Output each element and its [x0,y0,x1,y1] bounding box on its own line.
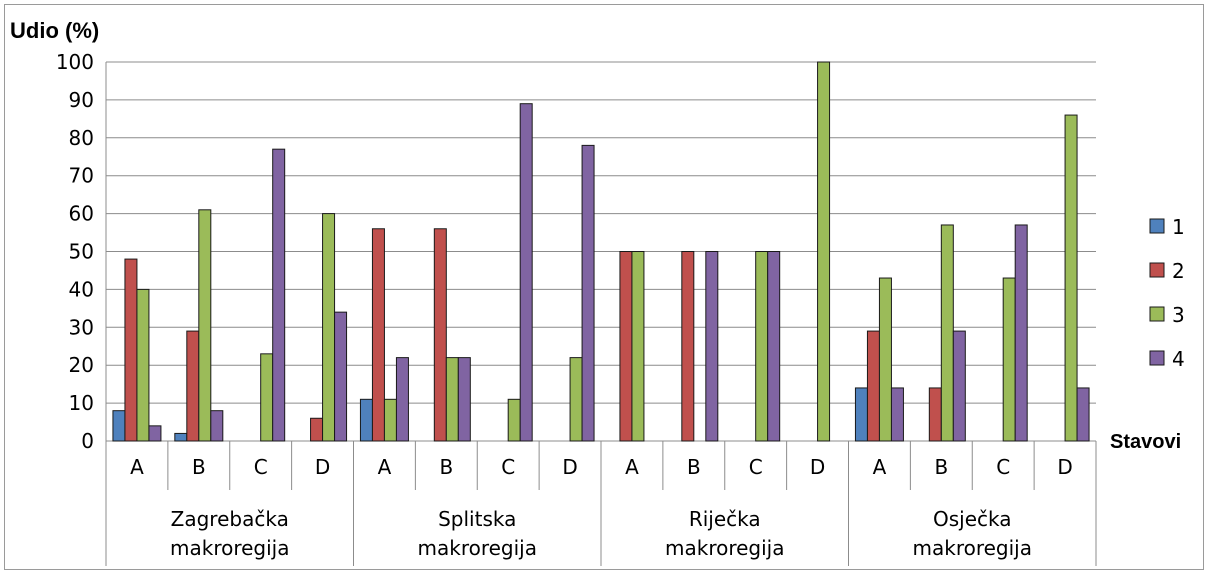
bar-series-4 [334,311,348,442]
bar-series-3 [445,357,459,442]
bar-series-1 [359,398,373,442]
x-axis-label: Stavovi [1110,431,1181,453]
legend-swatch-1 [1149,218,1165,234]
y-tick-label: 50 [69,240,94,264]
legend-swatch-3 [1149,306,1165,322]
bar-series-3 [260,353,274,442]
x-category-label: A [130,455,144,479]
bar-series-1 [854,387,868,442]
x-group-label: makroregija [418,536,538,560]
bar-series-3 [878,277,892,442]
bar-series-4 [272,148,286,442]
bars [112,61,1090,442]
y-axis-label: Udio (%) [10,18,99,43]
x-category-label: B [687,455,701,479]
bar-series-3 [383,398,397,442]
bar-series-3 [1002,277,1016,442]
y-tick-label: 30 [69,315,94,339]
bar-series-3 [631,251,645,442]
y-tick-label: 10 [69,391,94,415]
bar-series-4 [952,330,966,442]
bar-series-4 [1076,387,1090,442]
x-group-label: Riječka [689,507,761,531]
x-category-label: B [439,455,453,479]
bar-series-4 [210,410,224,442]
x-category-label: C [996,455,1010,479]
legend-swatch-2 [1149,262,1165,278]
bar-series-2 [866,330,880,442]
bar-series-3 [198,209,212,442]
bar-series-4 [1014,224,1028,442]
x-category-label: D [315,455,330,479]
x-group-label: makroregija [665,536,785,560]
y-tick-label: 100 [56,50,94,74]
bar-series-2 [681,251,695,442]
x-group-label: Splitska [438,507,516,531]
legend-label: 1 [1172,215,1185,239]
bar-series-2 [928,387,942,442]
x-category-label: A [378,455,392,479]
x-category-label: C [254,455,268,479]
bar-series-2 [433,228,447,442]
x-category-label: D [562,455,577,479]
bar-series-3 [569,357,583,442]
legend-label: 4 [1172,347,1185,371]
bar-series-2 [619,251,633,442]
x-category-label: C [501,455,515,479]
legend-swatch-4 [1149,350,1165,366]
legend-label: 2 [1172,259,1185,283]
bar-series-2 [310,417,324,442]
x-group-label: Osječka [933,507,1012,531]
bar-series-2 [124,258,138,442]
y-tick-label: 0 [81,429,94,453]
x-group-label: makroregija [170,536,290,560]
y-tick-label: 70 [69,164,94,188]
x-category-label: A [625,455,639,479]
bar-series-3 [322,213,336,442]
x-group-label: Zagrebačka [171,507,289,531]
bar-series-3 [817,61,831,442]
x-category-label: B [934,455,948,479]
bar-series-1 [112,410,126,442]
bar-series-4 [519,103,533,442]
y-tick-label: 60 [69,202,94,226]
x-category-label: D [810,455,825,479]
bar-series-4 [705,251,719,442]
y-axis-ticks: 0 10 20 30 40 50 60 70 80 90 100 [56,50,94,453]
legend-label: 3 [1172,303,1185,327]
bar-series-4 [890,387,904,442]
bar-series-3 [136,288,150,442]
bar-series-3 [940,224,954,442]
bar-series-3 [507,398,521,442]
x-category-label: D [1057,455,1072,479]
bar-series-2 [371,228,385,442]
bar-series-4 [148,425,162,442]
y-tick-label: 40 [69,277,94,301]
legend: 1 2 3 4 [1149,215,1185,371]
bar-series-4 [457,357,471,442]
y-tick-label: 80 [69,126,94,150]
y-tick-label: 20 [69,353,94,377]
bar-series-4 [395,357,409,442]
x-group-label: makroregija [913,536,1033,560]
x-category-label: B [192,455,206,479]
bar-series-1 [174,432,188,442]
x-axis-groups: Zagrebačka makroregija Splitska makroregija… [170,507,1032,560]
bar-series-3 [1064,114,1078,442]
x-category-label: C [749,455,763,479]
bar-series-2 [186,330,200,442]
bar-series-4 [767,251,781,442]
bar-series-3 [755,251,769,442]
y-tick-label: 90 [69,88,94,112]
bar-series-4 [581,144,595,442]
x-category-label: A [873,455,887,479]
